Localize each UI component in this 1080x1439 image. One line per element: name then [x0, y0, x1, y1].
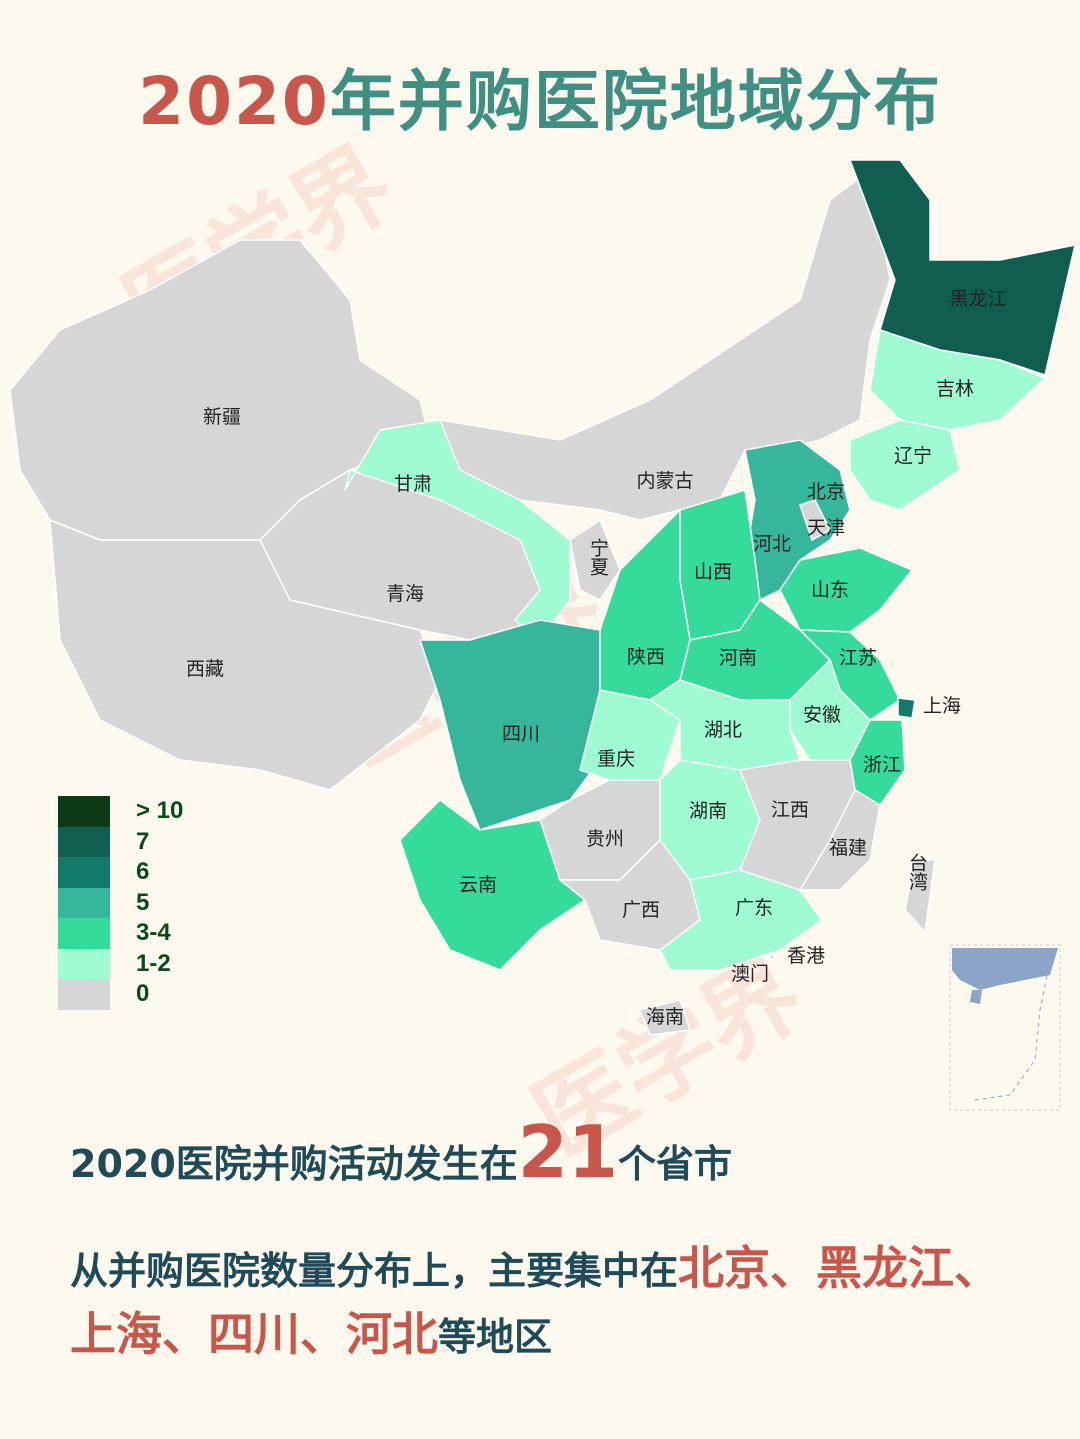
- province-region[interactable]: [648, 679, 801, 771]
- province-label: 青海: [386, 583, 424, 605]
- province-region[interactable]: [869, 329, 1047, 431]
- legend-swatch: [58, 979, 110, 1010]
- province-region[interactable]: [569, 518, 621, 601]
- province-label: 香港: [787, 945, 825, 967]
- legend: > 10 7 6 5 3-4 1-2 0: [58, 796, 183, 1010]
- legend-label: 7: [136, 827, 150, 855]
- detail-highlight-2: 上海、四川、河北: [70, 1307, 438, 1361]
- province-label: 北京: [807, 481, 845, 503]
- province-region[interactable]: [904, 859, 936, 934]
- province-region[interactable]: [849, 419, 961, 511]
- province-label: 天津: [807, 517, 845, 539]
- summary-line: 2020医院并购活动发生在21个省市: [70, 1110, 732, 1194]
- legend-label: > 10: [136, 797, 184, 825]
- summary-prefix: 2020医院并购活动发生在: [70, 1142, 518, 1186]
- province-label: 贵州: [586, 828, 624, 850]
- province-label: 吉林: [936, 378, 974, 400]
- province-label: 宁夏: [587, 538, 609, 576]
- title-text: 年并购医院地域分布: [329, 63, 942, 140]
- province-label: 云南: [459, 874, 497, 896]
- province-region[interactable]: [848, 159, 1076, 376]
- summary-count: 21: [517, 1110, 618, 1194]
- detail-line-2: 上海、四川、河北等地区: [70, 1298, 552, 1364]
- province-region[interactable]: [789, 947, 797, 955]
- province-label: 陕西: [627, 646, 665, 668]
- legend-label: 0: [136, 980, 150, 1008]
- south-china-sea-inset: [949, 944, 1061, 1111]
- legend-label: 5: [136, 888, 150, 916]
- province-label: 甘肃: [394, 473, 432, 495]
- legend-swatch: [58, 857, 110, 888]
- province-label: 福建: [829, 837, 867, 859]
- province-label: 山东: [811, 579, 849, 601]
- province-region[interactable]: [599, 508, 691, 701]
- legend-label: 6: [136, 858, 150, 886]
- legend-item: 3-4: [58, 918, 183, 949]
- legend-swatch: [58, 796, 110, 827]
- province-label: 浙江: [863, 754, 901, 776]
- province-label: 江西: [771, 799, 809, 821]
- province-label: 新疆: [203, 406, 241, 428]
- province-label: 湖南: [689, 800, 727, 822]
- province-label: 澳门: [731, 963, 769, 985]
- province-region[interactable]: [769, 954, 775, 960]
- legend-item: 1-2: [58, 948, 183, 979]
- legend-label: 1-2: [136, 949, 171, 977]
- province-region[interactable]: [638, 999, 692, 1036]
- province-label: 上海: [923, 695, 961, 717]
- legend-swatch: [58, 887, 110, 918]
- province-label: 湖北: [704, 719, 742, 741]
- province-label: 山西: [694, 561, 732, 583]
- province-label: 黑龙江: [949, 288, 1006, 310]
- title-year: 2020: [138, 63, 330, 140]
- legend-item: > 10: [58, 796, 183, 827]
- legend-item: 7: [58, 826, 183, 857]
- page-title: 2020年并购医院地域分布: [0, 48, 1080, 144]
- province-label: 辽宁: [894, 445, 932, 467]
- province-label: 广西: [622, 899, 660, 921]
- legend-item: 0: [58, 979, 183, 1010]
- province-label: 西藏: [186, 658, 224, 680]
- province-label: 台湾: [906, 853, 928, 892]
- detail-line-1: 从并购医院数量分布上，主要集中在北京、黑龙江、: [70, 1232, 1000, 1298]
- province-label: 安徽: [803, 704, 841, 726]
- legend-item: 5: [58, 887, 183, 918]
- province-label: 江苏: [839, 647, 877, 669]
- province-label: 河北: [753, 533, 791, 555]
- legend-swatch: [58, 826, 110, 857]
- province-label: 四川: [502, 723, 540, 745]
- province-label: 河南: [719, 647, 757, 669]
- province-region[interactable]: [438, 168, 891, 521]
- province-label: 广东: [735, 897, 773, 919]
- province-label: 内蒙古: [636, 470, 693, 492]
- detail-suffix: 等地区: [438, 1315, 553, 1359]
- detail-prefix: 从并购医院数量分布上，主要集中在: [70, 1249, 679, 1293]
- province-region[interactable]: [897, 697, 916, 719]
- province-region[interactable]: [799, 499, 831, 542]
- province-region[interactable]: [659, 869, 824, 971]
- legend-swatch: [58, 918, 110, 949]
- province-label: 重庆: [597, 748, 635, 770]
- legend-swatch: [58, 948, 110, 979]
- summary-suffix: 个省市: [617, 1142, 732, 1186]
- legend-item: 6: [58, 857, 183, 888]
- province-label: 海南: [646, 1006, 684, 1028]
- legend-label: 3-4: [136, 919, 171, 947]
- detail-highlight-1: 北京、黑龙江、: [678, 1241, 1001, 1295]
